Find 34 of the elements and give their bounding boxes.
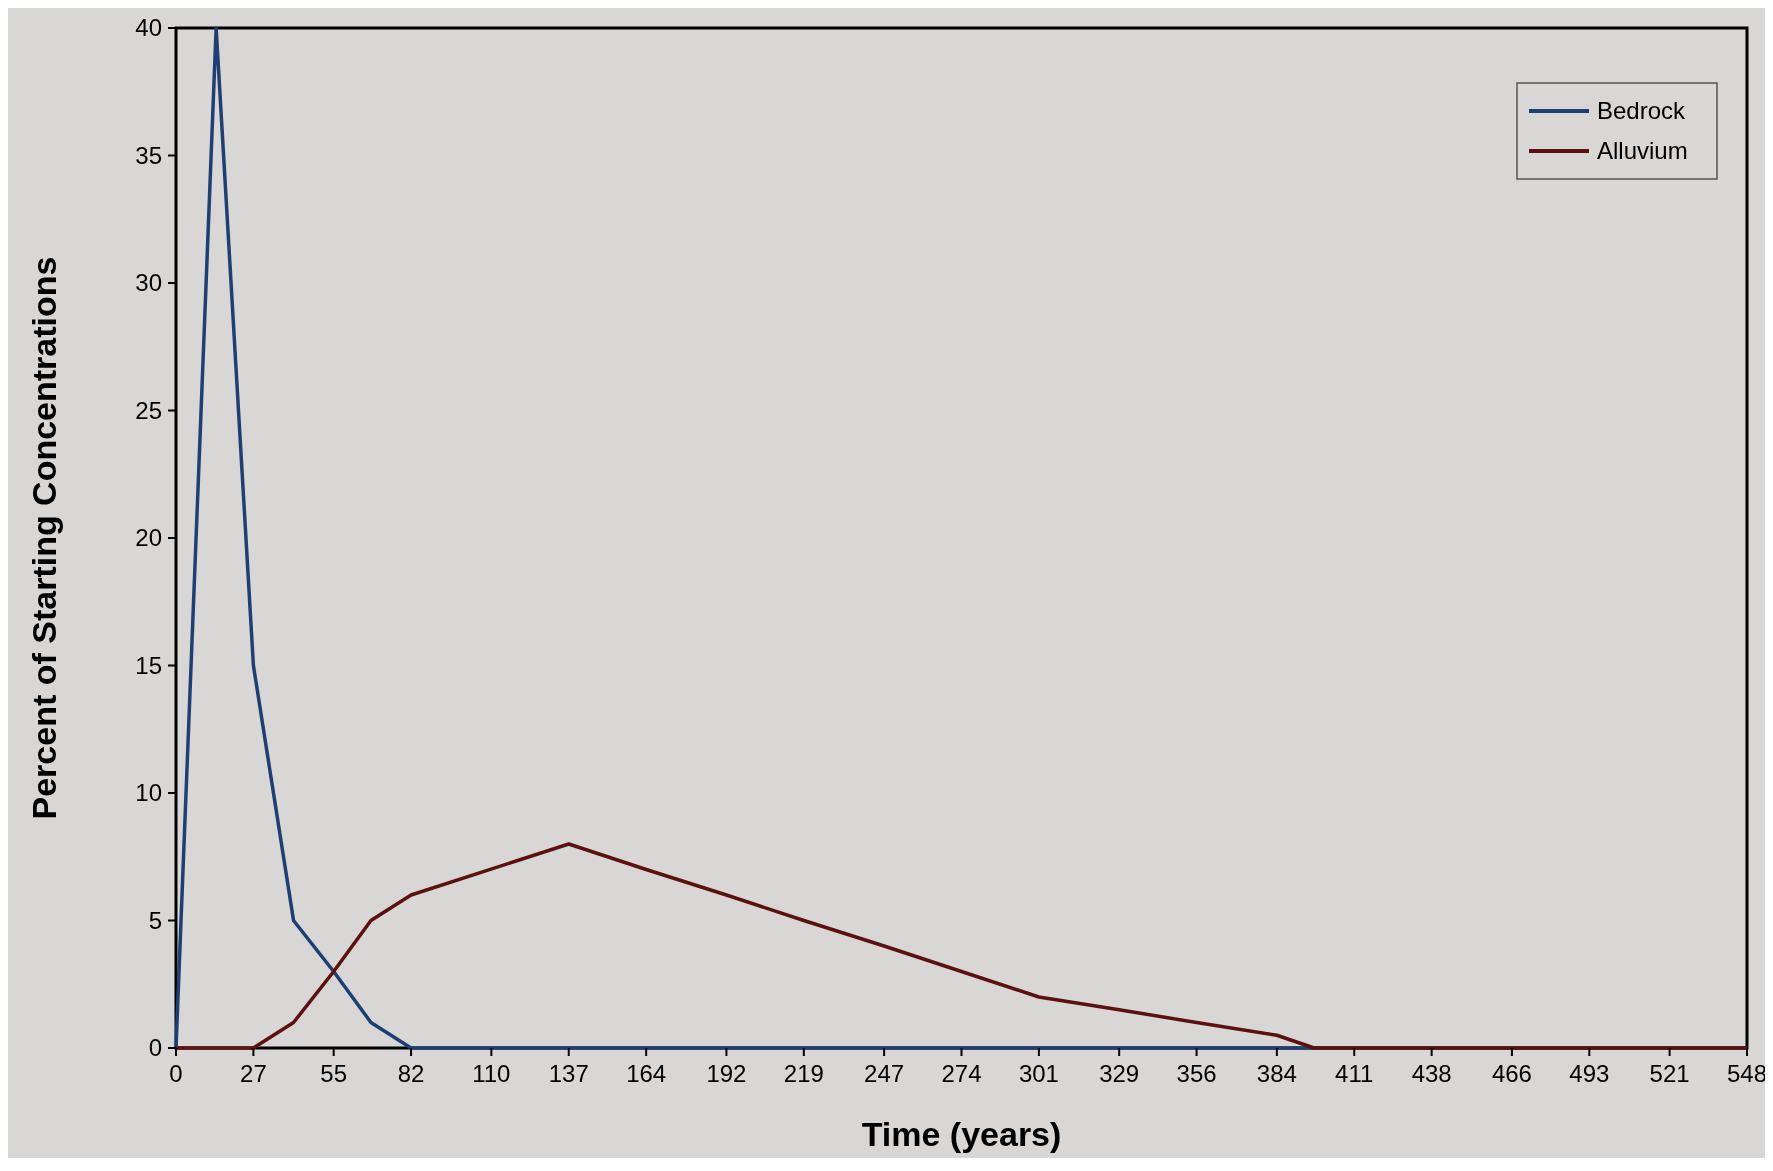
x-tick-label: 466 [1491,1060,1532,1087]
x-tick-label: 27 [240,1060,267,1087]
x-tick-label: 82 [397,1060,425,1087]
y-tick-label: 10 [135,779,162,806]
x-tick-label: 137 [548,1060,589,1087]
x-tick-label: 521 [1649,1060,1690,1087]
y-tick-label: 15 [135,651,162,679]
x-tick-label: 493 [1569,1060,1610,1087]
y-tick-label: 0 [148,1034,162,1061]
x-tick-label: 411 [1335,1060,1374,1087]
y-tick-label: 35 [135,141,162,169]
x-tick-label: 356 [1176,1060,1217,1087]
x-axis-title: Time (years) [861,1115,1062,1153]
x-tick-label: 247 [864,1060,905,1087]
x-tick-label: 0 [169,1060,183,1087]
x-tick-label: 219 [783,1060,824,1087]
x-tick-label: 55 [320,1060,348,1087]
x-tick-label: 384 [1256,1060,1297,1087]
y-tick-label: 20 [135,524,162,551]
x-tick-label: 192 [706,1060,747,1087]
x-tick-label: 164 [626,1060,667,1087]
legend-label: Bedrock [1597,97,1687,124]
y-tick-label: 30 [135,269,162,296]
y-tick-label: 40 [135,14,162,41]
y-tick-label: 5 [148,906,162,934]
y-tick-label: 25 [135,396,162,424]
x-tick-label: 301 [1018,1060,1059,1087]
line-series [174,842,1749,1050]
x-tick-label: 438 [1411,1060,1452,1087]
x-tick-label: 329 [1099,1060,1140,1087]
x-tick-label: 274 [941,1060,982,1087]
legend-label: Alluvium [1597,137,1688,164]
y-axis-title: Percent of Starting Concentrations [25,256,63,820]
x-tick-label: 110 [472,1060,511,1087]
